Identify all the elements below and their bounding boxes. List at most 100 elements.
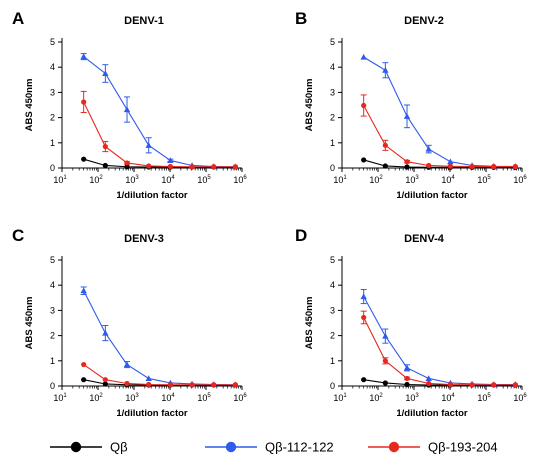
x-tick-label: 101: [333, 175, 347, 185]
y-tick-label: 3: [50, 87, 55, 97]
x-tick-label: 105: [197, 175, 211, 185]
y-tick-label: 1: [330, 138, 335, 148]
data-point: [404, 164, 410, 170]
data-point: [447, 381, 453, 388]
x-axis-label: 1/dilution factor: [116, 190, 188, 201]
chart-title: DENV-1: [124, 15, 164, 27]
x-tick-label: 104: [161, 393, 175, 403]
data-point: [145, 142, 152, 148]
data-point: [189, 382, 195, 388]
data-point: [382, 380, 388, 386]
x-tick-label: 103: [125, 175, 139, 185]
data-point: [81, 156, 87, 162]
data-point: [102, 162, 108, 169]
chart-panel-d: D DENV-4 0 1 2 3 4 5 101 102 103 104 105 106 1/dilutio…: [295, 226, 527, 419]
data-point: [447, 158, 454, 165]
panel-letter: C: [12, 226, 24, 245]
y-axis-label: ABS 450nm: [24, 297, 35, 350]
data-point: [232, 164, 238, 170]
data-point: [361, 102, 367, 109]
series-Qβ-112-122: [360, 53, 519, 170]
data-point: [80, 53, 87, 60]
data-point: [361, 377, 367, 383]
series-Qβ-112-122: [80, 286, 239, 388]
data-point: [360, 53, 367, 60]
data-point: [403, 113, 411, 119]
x-tick-label: 101: [53, 175, 67, 185]
y-tick-label: 1: [50, 356, 55, 366]
data-point: [382, 358, 388, 364]
series-Qβ-193-204: [360, 94, 518, 170]
data-point: [146, 381, 152, 388]
data-point: [491, 163, 497, 170]
data-point: [102, 143, 108, 150]
x-tick-label: 106: [233, 393, 247, 403]
y-tick-label: 4: [50, 62, 55, 72]
data-point: [80, 287, 87, 294]
chart-panel-a: A DENV-1 0 1 2 3 4 5 101 102 103 104 105 106 1/dilutio…: [12, 9, 247, 201]
legend-label: Qβ-112-122: [265, 440, 334, 455]
y-tick-label: 1: [330, 356, 335, 366]
data-point: [102, 70, 109, 77]
data-point: [232, 382, 238, 388]
data-point: [426, 380, 432, 387]
data-point: [382, 67, 389, 73]
data-point: [361, 157, 367, 163]
panel-letter: A: [12, 9, 24, 28]
data-point: [469, 163, 475, 170]
data-point: [124, 160, 130, 166]
y-tick-label: 5: [330, 255, 335, 265]
data-point: [167, 382, 173, 388]
data-point: [167, 163, 173, 170]
x-tick-label: 102: [369, 175, 383, 185]
chart-title: DENV-4: [404, 233, 445, 245]
legend-label: Qβ-193-204: [428, 440, 498, 455]
x-tick-label: 104: [441, 393, 455, 403]
x-axis-label: 1/dilution factor: [396, 408, 468, 419]
y-axis-label: ABS 450nm: [304, 79, 315, 132]
chart-title: DENV-2: [404, 15, 444, 27]
y-tick-label: 3: [330, 305, 335, 315]
y-tick-label: 4: [330, 280, 335, 290]
y-tick-label: 0: [50, 163, 55, 173]
x-tick-label: 105: [197, 393, 211, 403]
y-axis-label: ABS 450nm: [304, 297, 315, 350]
data-point: [123, 361, 131, 368]
chart-panel-b: B DENV-2 0 1 2 3 4 5 101 102 103 104 105 106 1/dilutio…: [295, 9, 527, 201]
series-Qβ-193-204: [81, 361, 238, 388]
series-Qβ-112-122: [360, 288, 519, 388]
y-tick-label: 2: [50, 113, 55, 123]
data-point: [211, 382, 217, 388]
y-tick-label: 5: [330, 37, 335, 47]
series-Qβ-193-204: [360, 310, 518, 388]
x-tick-label: 102: [89, 393, 103, 403]
chart-title: DENV-3: [124, 233, 164, 245]
x-tick-label: 104: [441, 175, 455, 185]
series-line: [363, 159, 516, 168]
data-point: [491, 382, 497, 388]
panel-letter: D: [295, 226, 307, 245]
x-tick-label: 103: [405, 175, 419, 185]
data-point: [512, 382, 518, 388]
data-point: [102, 329, 109, 336]
y-tick-label: 2: [50, 331, 55, 341]
data-point: [81, 361, 87, 368]
x-axis-label: 1/dilution factor: [396, 190, 468, 201]
series-line: [83, 101, 236, 168]
data-point: [404, 381, 410, 388]
data-point: [211, 164, 217, 170]
y-tick-label: 4: [330, 62, 335, 72]
y-tick-label: 0: [330, 163, 335, 173]
chart-panel-c: C DENV-3 0 1 2 3 4 5 101 102 103 104 105 106 1/dilutio…: [12, 226, 247, 419]
x-tick-label: 104: [161, 175, 175, 185]
series-Qβ-193-204: [80, 90, 238, 170]
legend-label: Qβ: [110, 440, 128, 455]
x-tick-label: 101: [333, 393, 347, 403]
legend: Qβ Qβ-112-122 Qβ-193-204: [50, 440, 498, 455]
data-point: [102, 377, 108, 383]
data-point: [404, 159, 410, 165]
legend-marker: [70, 441, 82, 453]
y-tick-label: 1: [50, 138, 55, 148]
y-axis-label: ABS 450nm: [24, 79, 35, 132]
data-point: [425, 375, 432, 381]
